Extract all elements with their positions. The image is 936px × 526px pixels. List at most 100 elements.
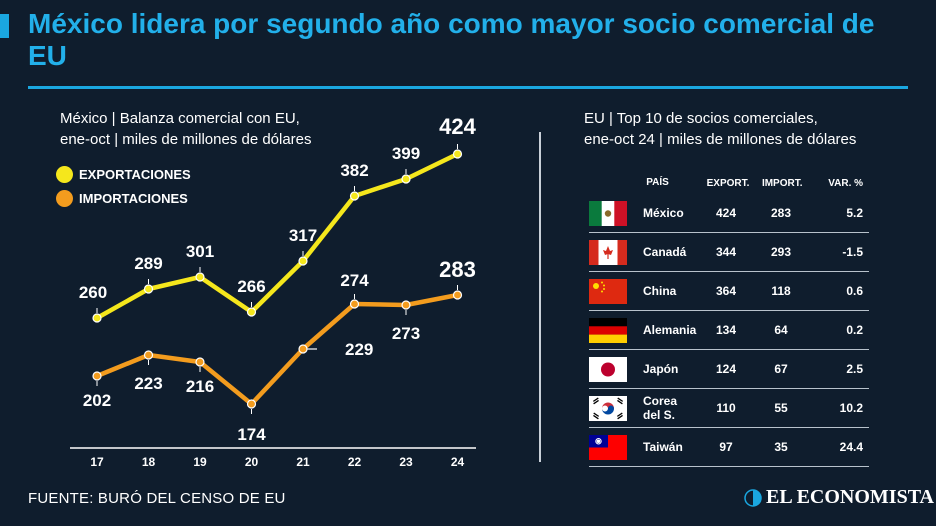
table-row: Taiwán 97 35 24.4 <box>589 428 869 467</box>
data-label: 202 <box>83 391 111 410</box>
data-label: 229 <box>345 340 373 359</box>
brand-logo: EL ECONOMISTA <box>744 486 934 509</box>
data-point <box>92 371 102 381</box>
korea-flag-icon <box>589 395 627 421</box>
data-point <box>92 313 102 323</box>
taiwan-flag-icon <box>589 434 627 460</box>
accent-bar <box>0 14 9 38</box>
row-country: China <box>643 284 677 298</box>
partners-table: PAÍS EXPORT. IMPORT. VAR. % México 424 2… <box>589 172 869 467</box>
data-point <box>195 272 205 282</box>
right-subtitle-line2: ene-oct 24 | miles de millones de dólare… <box>584 131 857 148</box>
data-point <box>298 256 308 266</box>
data-label: 174 <box>237 425 266 444</box>
row-var: 0.2 <box>846 323 863 337</box>
x-tick-label: 24 <box>451 455 465 469</box>
header-var: VAR. % <box>828 177 864 189</box>
row-exports: 110 <box>716 401 736 415</box>
row-var: 5.2 <box>846 206 863 220</box>
table-row: México 424 283 5.2 <box>589 194 869 233</box>
table-header: PAÍS EXPORT. IMPORT. VAR. % <box>589 172 869 194</box>
header-exports: EXPORT. <box>706 177 750 189</box>
data-label: 283 <box>439 257 476 282</box>
left-subtitle-line2: ene-oct | miles de millones de dólares <box>60 131 312 148</box>
row-imports: 283 <box>770 206 792 220</box>
row-var: 10.2 <box>839 401 863 415</box>
data-label: 289 <box>134 254 162 273</box>
x-tick-label: 17 <box>90 455 104 469</box>
panel-divider <box>539 132 541 462</box>
data-point <box>143 350 154 360</box>
row-exports: 424 <box>715 206 737 220</box>
legend-item-exports: EXPORTACIONES <box>56 162 191 186</box>
row-imports: 118 <box>771 284 791 298</box>
legend-item-imports: IMPORTACIONES <box>56 186 191 210</box>
series-line-imports <box>94 292 460 407</box>
row-imports: 67 <box>774 362 788 376</box>
legend-dot-imports <box>56 189 73 207</box>
line-chart: 17 18 19 20 21 22 23 24 260 289 301 266 317 382 399 424… <box>70 114 477 469</box>
data-point <box>298 344 308 354</box>
source-note: FUENTE: BURÓ DEL CENSO DE EU <box>28 490 286 507</box>
row-var: 2.5 <box>846 362 863 376</box>
data-point <box>143 284 154 294</box>
right-subtitle-line1: EU | Top 10 de socios comerciales, <box>584 110 818 127</box>
row-country: Japón <box>643 362 679 376</box>
data-label: 317 <box>289 226 317 245</box>
economista-logo-icon <box>744 488 762 507</box>
row-country: Taiwán <box>643 440 683 454</box>
table-row: Corea del S. 110 55 10.2 <box>589 389 869 428</box>
left-subtitle: México | Balanza comercial con EU, ene-o… <box>60 108 480 150</box>
row-country: Alemania <box>643 323 697 337</box>
right-subtitle: EU | Top 10 de socios comerciales, ene-o… <box>584 108 924 150</box>
table-row: Japón 124 67 2.5 <box>589 350 869 389</box>
data-point <box>452 149 463 159</box>
header-imports: IMPORT. <box>761 177 803 189</box>
data-point <box>349 299 360 309</box>
data-point <box>195 357 205 367</box>
row-country: México <box>643 206 684 220</box>
row-imports: 293 <box>770 245 792 259</box>
x-tick-label: 21 <box>296 455 310 469</box>
row-exports: 134 <box>715 323 737 337</box>
title-rule <box>28 86 908 89</box>
data-point <box>452 290 463 300</box>
row-country: Corea del S. <box>643 394 699 422</box>
row-var: 24.4 <box>839 440 863 454</box>
row-var: 0.6 <box>846 284 863 298</box>
row-imports: 55 <box>774 401 788 415</box>
row-country: Canadá <box>643 245 687 259</box>
data-label: 260 <box>79 283 107 302</box>
row-country-line1: Corea <box>643 394 678 408</box>
germany-flag-icon <box>589 317 627 343</box>
x-tick-label: 20 <box>245 455 259 469</box>
row-exports: 344 <box>715 245 737 259</box>
x-tick-label: 18 <box>142 455 156 469</box>
row-var: -1.5 <box>842 245 863 259</box>
x-tick-label: 23 <box>399 455 413 469</box>
data-label: 216 <box>186 377 214 396</box>
data-point <box>349 191 360 201</box>
mexico-flag-icon <box>589 200 627 226</box>
china-flag-icon <box>589 278 627 304</box>
data-point <box>246 399 257 409</box>
data-label: 301 <box>186 242 214 261</box>
left-subtitle-line1: México | Balanza comercial con EU, <box>60 110 300 127</box>
legend-dot-exports <box>56 165 73 183</box>
row-imports: 35 <box>774 440 788 454</box>
row-exports: 124 <box>715 362 737 376</box>
data-label: 399 <box>392 144 420 163</box>
row-exports: 97 <box>719 440 733 454</box>
legend-label-imports: IMPORTACIONES <box>79 190 188 206</box>
data-label: 382 <box>340 161 368 180</box>
data-point <box>401 174 411 184</box>
header-country: PAÍS <box>646 177 669 188</box>
row-imports: 64 <box>774 323 788 337</box>
table-row: China 364 118 0.6 <box>589 272 869 311</box>
data-label: 266 <box>237 277 265 296</box>
row-country-line2: del S. <box>643 408 676 422</box>
legend-label-exports: EXPORTACIONES <box>79 166 191 182</box>
page-title: México lidera por segundo año como mayor… <box>28 8 875 71</box>
chart-legend: EXPORTACIONES IMPORTACIONES <box>56 162 191 210</box>
data-label: 424 <box>439 114 476 139</box>
